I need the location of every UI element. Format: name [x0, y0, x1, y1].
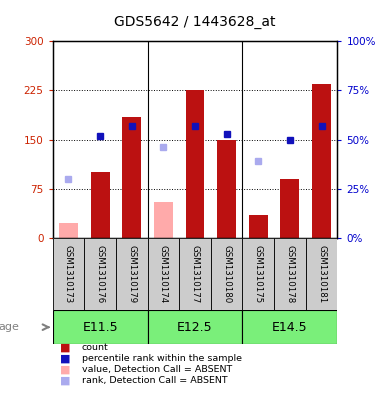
Text: ■: ■ — [60, 376, 71, 386]
Text: GSM1310180: GSM1310180 — [222, 245, 231, 303]
Bar — [306, 238, 337, 310]
Bar — [147, 310, 243, 344]
Text: GSM1310178: GSM1310178 — [285, 245, 294, 303]
Bar — [280, 179, 300, 238]
Text: E14.5: E14.5 — [272, 321, 308, 334]
Text: ■: ■ — [60, 343, 71, 353]
Bar — [249, 215, 268, 238]
Bar — [84, 238, 116, 310]
Bar — [179, 238, 211, 310]
Bar — [122, 117, 141, 238]
Bar — [312, 84, 331, 238]
Bar — [186, 90, 204, 238]
Text: age: age — [0, 322, 20, 332]
Text: GSM1310179: GSM1310179 — [127, 245, 136, 303]
Text: GSM1310173: GSM1310173 — [64, 245, 73, 303]
Bar — [116, 238, 147, 310]
Text: ■: ■ — [60, 365, 71, 375]
Text: E11.5: E11.5 — [82, 321, 118, 334]
Text: GSM1310176: GSM1310176 — [96, 245, 105, 303]
Text: rank, Detection Call = ABSENT: rank, Detection Call = ABSENT — [82, 376, 227, 385]
Text: E12.5: E12.5 — [177, 321, 213, 334]
Text: GSM1310174: GSM1310174 — [159, 245, 168, 303]
Bar — [147, 238, 179, 310]
Bar — [90, 172, 110, 238]
Bar — [243, 238, 274, 310]
Text: ■: ■ — [60, 354, 71, 364]
Bar — [53, 310, 147, 344]
Text: percentile rank within the sample: percentile rank within the sample — [82, 354, 242, 363]
Text: GDS5642 / 1443628_at: GDS5642 / 1443628_at — [114, 15, 276, 29]
Text: value, Detection Call = ABSENT: value, Detection Call = ABSENT — [82, 365, 232, 374]
Text: GSM1310175: GSM1310175 — [254, 245, 263, 303]
Bar — [154, 202, 173, 238]
Bar — [59, 223, 78, 238]
Text: count: count — [82, 343, 109, 352]
Bar — [211, 238, 243, 310]
Bar — [53, 238, 84, 310]
Bar — [217, 140, 236, 238]
Text: GSM1310181: GSM1310181 — [317, 245, 326, 303]
Bar — [274, 238, 306, 310]
Bar — [243, 310, 337, 344]
Text: GSM1310177: GSM1310177 — [190, 245, 200, 303]
